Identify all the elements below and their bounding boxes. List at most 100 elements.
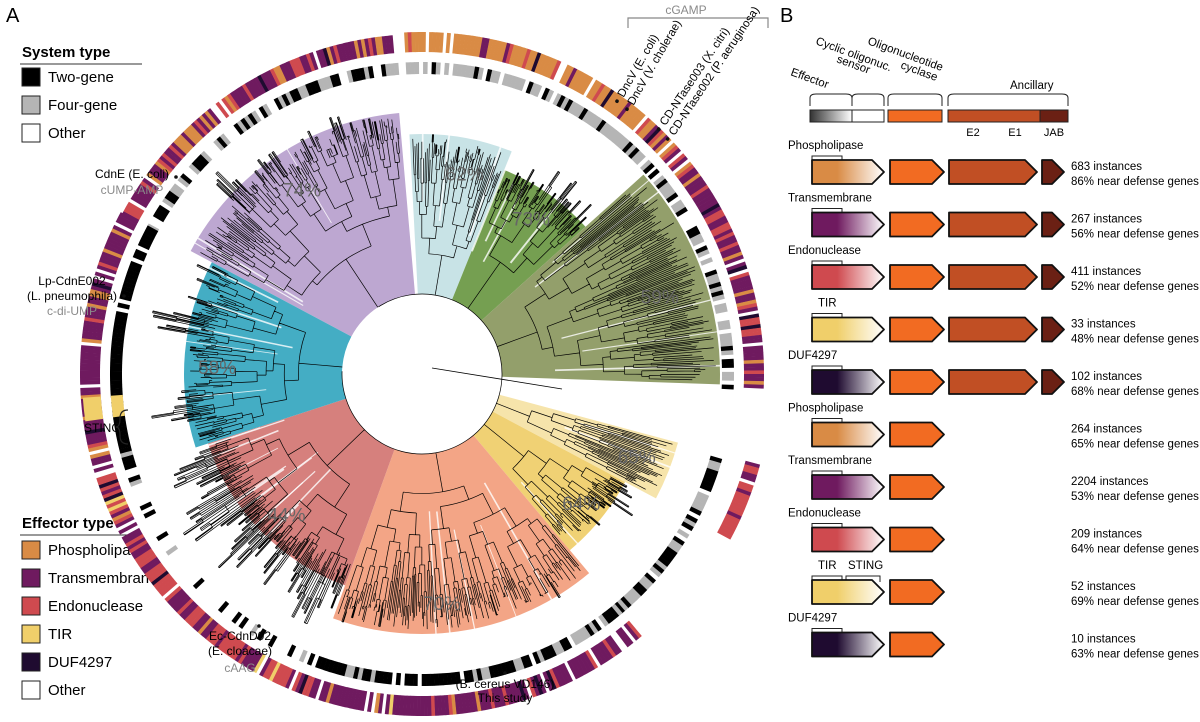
system-type-legend: System type Two-gene Four-gene Other: [20, 44, 142, 143]
effector-gene-arrow: [811, 159, 885, 185]
ancillary-jab-gene-arrow: [1041, 316, 1065, 343]
cgamp-label: cGAMP: [665, 3, 706, 17]
effector-domain-label: DUF4297: [788, 350, 837, 362]
effector-type-swatch: [21, 540, 41, 560]
ancillary-e2e1-gene-arrow: [948, 159, 1038, 185]
clade-percent-label: 59%: [641, 288, 679, 309]
instances-label: 10 instances: [1071, 634, 1136, 646]
effector-gene-arrow: [811, 579, 885, 605]
near-defense-label: 52% near defense genes: [1071, 281, 1199, 293]
header-effector: Effector: [789, 67, 830, 92]
effector-gene-arrow: [811, 631, 885, 658]
cyclase-gene-arrow: [889, 421, 945, 448]
clade-percent-label: 74%: [283, 180, 321, 201]
operon-row: Phospholipase 264 instances 65% near defen…: [788, 403, 1199, 451]
ancillary-e2e1-gene-arrow: [948, 264, 1038, 290]
cyclase-gene-arrow: [889, 159, 945, 185]
header-jab: JAB: [1044, 127, 1064, 139]
system-type-label: Four-gene: [48, 97, 117, 114]
effector-type-label: DUF4297: [48, 654, 112, 671]
effector-domain-label: Phospholipase: [788, 140, 863, 152]
instances-label: 411 instances: [1071, 266, 1141, 278]
near-defense-label: 64% near defense genes: [1071, 544, 1199, 556]
cump-amp-label: cUMP-AMP: [101, 183, 164, 197]
clade-percent-label: 58%: [198, 358, 236, 379]
effector-type-swatch: [21, 568, 41, 588]
operon-row: TIR 33 instances 48% near defense genes: [811, 298, 1199, 346]
instances-label: 33 instances: [1071, 319, 1136, 331]
operon-rows: Phospholipase 683 instances 86% near defen…: [788, 140, 1199, 661]
effector-type-label: Other: [48, 682, 86, 699]
operon-row: DUF4297 10 instances 63% near defense gene…: [788, 613, 1199, 661]
operon-row: Endonuclease 209 instances 64% near defens…: [788, 508, 1199, 556]
effector-domain-label: Phospholipase: [788, 403, 863, 415]
ancillary-e2e1-gene-arrow: [948, 369, 1038, 395]
effector-gene-arrow: [811, 316, 885, 343]
ancillary-jab-gene-arrow: [1041, 159, 1065, 185]
c-di-ump-label: c-di-UMP: [47, 304, 97, 318]
lp-organism-label: (L. pneumophila): [27, 289, 117, 303]
ec-cdnd02-label: Ec-CdnD02: [209, 629, 271, 643]
cdne-label: CdnE (E. coli): [95, 167, 169, 181]
bcereus-label: (B. cereus VD146): [456, 677, 555, 691]
ancillary-e2e1-gene-arrow: [948, 211, 1038, 238]
instances-label: 2204 instances: [1071, 476, 1149, 488]
system-type-swatch: [21, 67, 41, 87]
system-type-label: Two-gene: [48, 69, 114, 86]
panel-a-letter: A: [6, 5, 20, 27]
panel-b-letter: B: [780, 5, 793, 27]
effector-type-legend: Effector type Phospholipase Transmembrane…: [20, 515, 157, 700]
sensor-domain-label: STING: [848, 560, 883, 572]
ancillary-jab-gene-arrow: [1041, 211, 1065, 238]
effector-gene-arrow: [811, 526, 885, 553]
instances-label: 683 instances: [1071, 161, 1142, 173]
lp-cdne002-label: Lp-CdnE002: [38, 274, 106, 288]
operon-row: Transmembrane 267 instances 56% near defen…: [788, 193, 1199, 241]
near-defense-label: 86% near defense genes: [1071, 176, 1199, 188]
instances-label: 264 instances: [1071, 424, 1142, 436]
clade-percent-label: 62%: [446, 164, 484, 185]
header-e2: E2: [966, 127, 979, 139]
instances-label: 209 instances: [1071, 529, 1142, 541]
ancillary-e2e1-gene-arrow: [948, 316, 1038, 343]
header-ancillary: Ancillary: [1010, 80, 1054, 92]
effector-domain-label: Endonuclease: [788, 245, 861, 257]
effector-domain-label: DUF4297: [788, 613, 837, 625]
cyclase-gene-arrow: [889, 579, 945, 605]
near-defense-label: 65% near defense genes: [1071, 439, 1199, 451]
effector-gene-arrow: [811, 421, 885, 448]
effector-type-swatch: [21, 652, 41, 672]
instances-label: 102 instances: [1071, 371, 1142, 383]
sting-label: STING: [84, 421, 121, 435]
effector-domain-label: TIR: [818, 560, 837, 572]
near-defense-label: 53% near defense genes: [1071, 491, 1199, 503]
operon-row: Transmembrane 2204 instances 53% near defe…: [788, 455, 1199, 503]
ec-organism-label: (E. cloacae): [208, 644, 272, 658]
effector-domain-label: Transmembrane: [788, 193, 872, 205]
system-type-swatch: [21, 95, 41, 115]
caag-label: cAAG: [224, 661, 255, 675]
system-legend-title: System type: [22, 44, 110, 61]
cyclase-gene-arrow: [889, 526, 945, 553]
effector-type-label: TIR: [48, 626, 72, 643]
effector-gene-arrow: [811, 264, 885, 290]
effector-gene-arrow: [811, 211, 885, 238]
effector-type-label: Endonuclease: [48, 598, 143, 615]
near-defense-label: 63% near defense genes: [1071, 649, 1199, 661]
effector-domain-label: Endonuclease: [788, 508, 861, 520]
operon-row: DUF4297 102 instances 68% near defense gen…: [788, 350, 1199, 398]
cyclase-gene-arrow: [889, 211, 945, 238]
clade-percent-label: 44%: [268, 505, 306, 526]
effector-type-swatch: [21, 680, 41, 700]
ancillary-jab-gene-arrow: [1041, 264, 1065, 290]
clade-percent-label: 64%: [562, 494, 600, 515]
instances-label: 267 instances: [1071, 214, 1142, 226]
clade-percent-label: 73%: [512, 209, 550, 230]
operon-row: TIR STING 52 instances 69% near defense gen…: [811, 560, 1199, 608]
system-type-swatch: [21, 123, 41, 143]
effector-type-swatch: [21, 596, 41, 616]
cyclase-gene-arrow: [889, 264, 945, 290]
instances-label: 52 instances: [1071, 581, 1136, 593]
near-defense-label: 69% near defense genes: [1071, 596, 1199, 608]
